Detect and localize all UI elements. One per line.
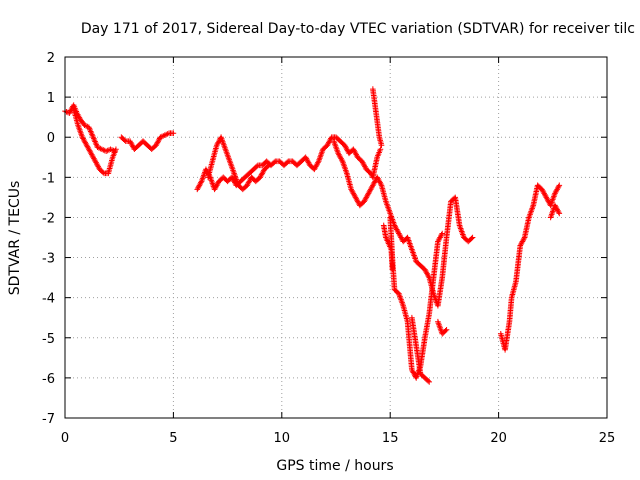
- data-point: [338, 157, 345, 163]
- data-point: [521, 236, 527, 242]
- y-tick-label: -2: [42, 211, 55, 226]
- data-points: [62, 86, 563, 385]
- y-tick-label: -5: [42, 332, 55, 347]
- data-point: [198, 179, 204, 186]
- data-point: [100, 169, 106, 176]
- data-point: [555, 209, 562, 215]
- grid-lines: [65, 57, 607, 418]
- data-point: [556, 210, 563, 217]
- data-point: [556, 182, 563, 189]
- data-point: [443, 326, 450, 333]
- axis-ticks: 0 5 10 15 20 25 -7 -6 -5 -4 -3 -2 -1 0 1 2: [42, 51, 615, 446]
- y-axis-label: SDTVAR / TECUs: [7, 181, 23, 296]
- data-point: [170, 130, 177, 137]
- data-point: [254, 163, 260, 170]
- data-point: [378, 142, 385, 149]
- y-tick-label: 2: [47, 51, 55, 66]
- data-point: [121, 137, 128, 144]
- data-point: [468, 235, 475, 242]
- data-point: [284, 159, 291, 166]
- data-point: [469, 234, 476, 241]
- x-tick-label: 10: [274, 431, 291, 446]
- data-point: [271, 159, 278, 166]
- y-tick-label: -4: [42, 292, 55, 307]
- data-point: [439, 230, 446, 237]
- y-tick-label: -7: [42, 412, 55, 427]
- data-point: [315, 159, 321, 166]
- x-tick-label: 15: [382, 431, 399, 446]
- x-tick-label: 0: [61, 431, 69, 446]
- data-point: [426, 379, 433, 385]
- chart-title: Day 171 of 2017, Sidereal Day-to-day VTE…: [81, 21, 635, 37]
- data-point: [389, 266, 396, 273]
- data-point: [377, 146, 384, 153]
- y-tick-label: -6: [42, 372, 55, 387]
- data-point: [425, 378, 431, 384]
- y-tick-label: 1: [47, 91, 55, 106]
- y-tick-label: -1: [42, 171, 55, 186]
- data-point: [442, 327, 449, 334]
- data-point: [555, 183, 562, 190]
- plot-frame: [64, 56, 608, 419]
- y-tick-label: -3: [42, 252, 55, 267]
- x-tick-label: 25: [599, 431, 616, 446]
- x-axis-label: GPS time / hours: [276, 458, 393, 474]
- data-point: [425, 273, 432, 280]
- data-point: [265, 162, 272, 169]
- data-point: [438, 232, 445, 238]
- data-point: [378, 181, 384, 187]
- x-tick-label: 20: [490, 431, 507, 446]
- data-point: [264, 163, 271, 170]
- y-tick-label: 0: [47, 131, 55, 146]
- x-tick-label: 5: [169, 431, 177, 446]
- data-point: [113, 146, 119, 153]
